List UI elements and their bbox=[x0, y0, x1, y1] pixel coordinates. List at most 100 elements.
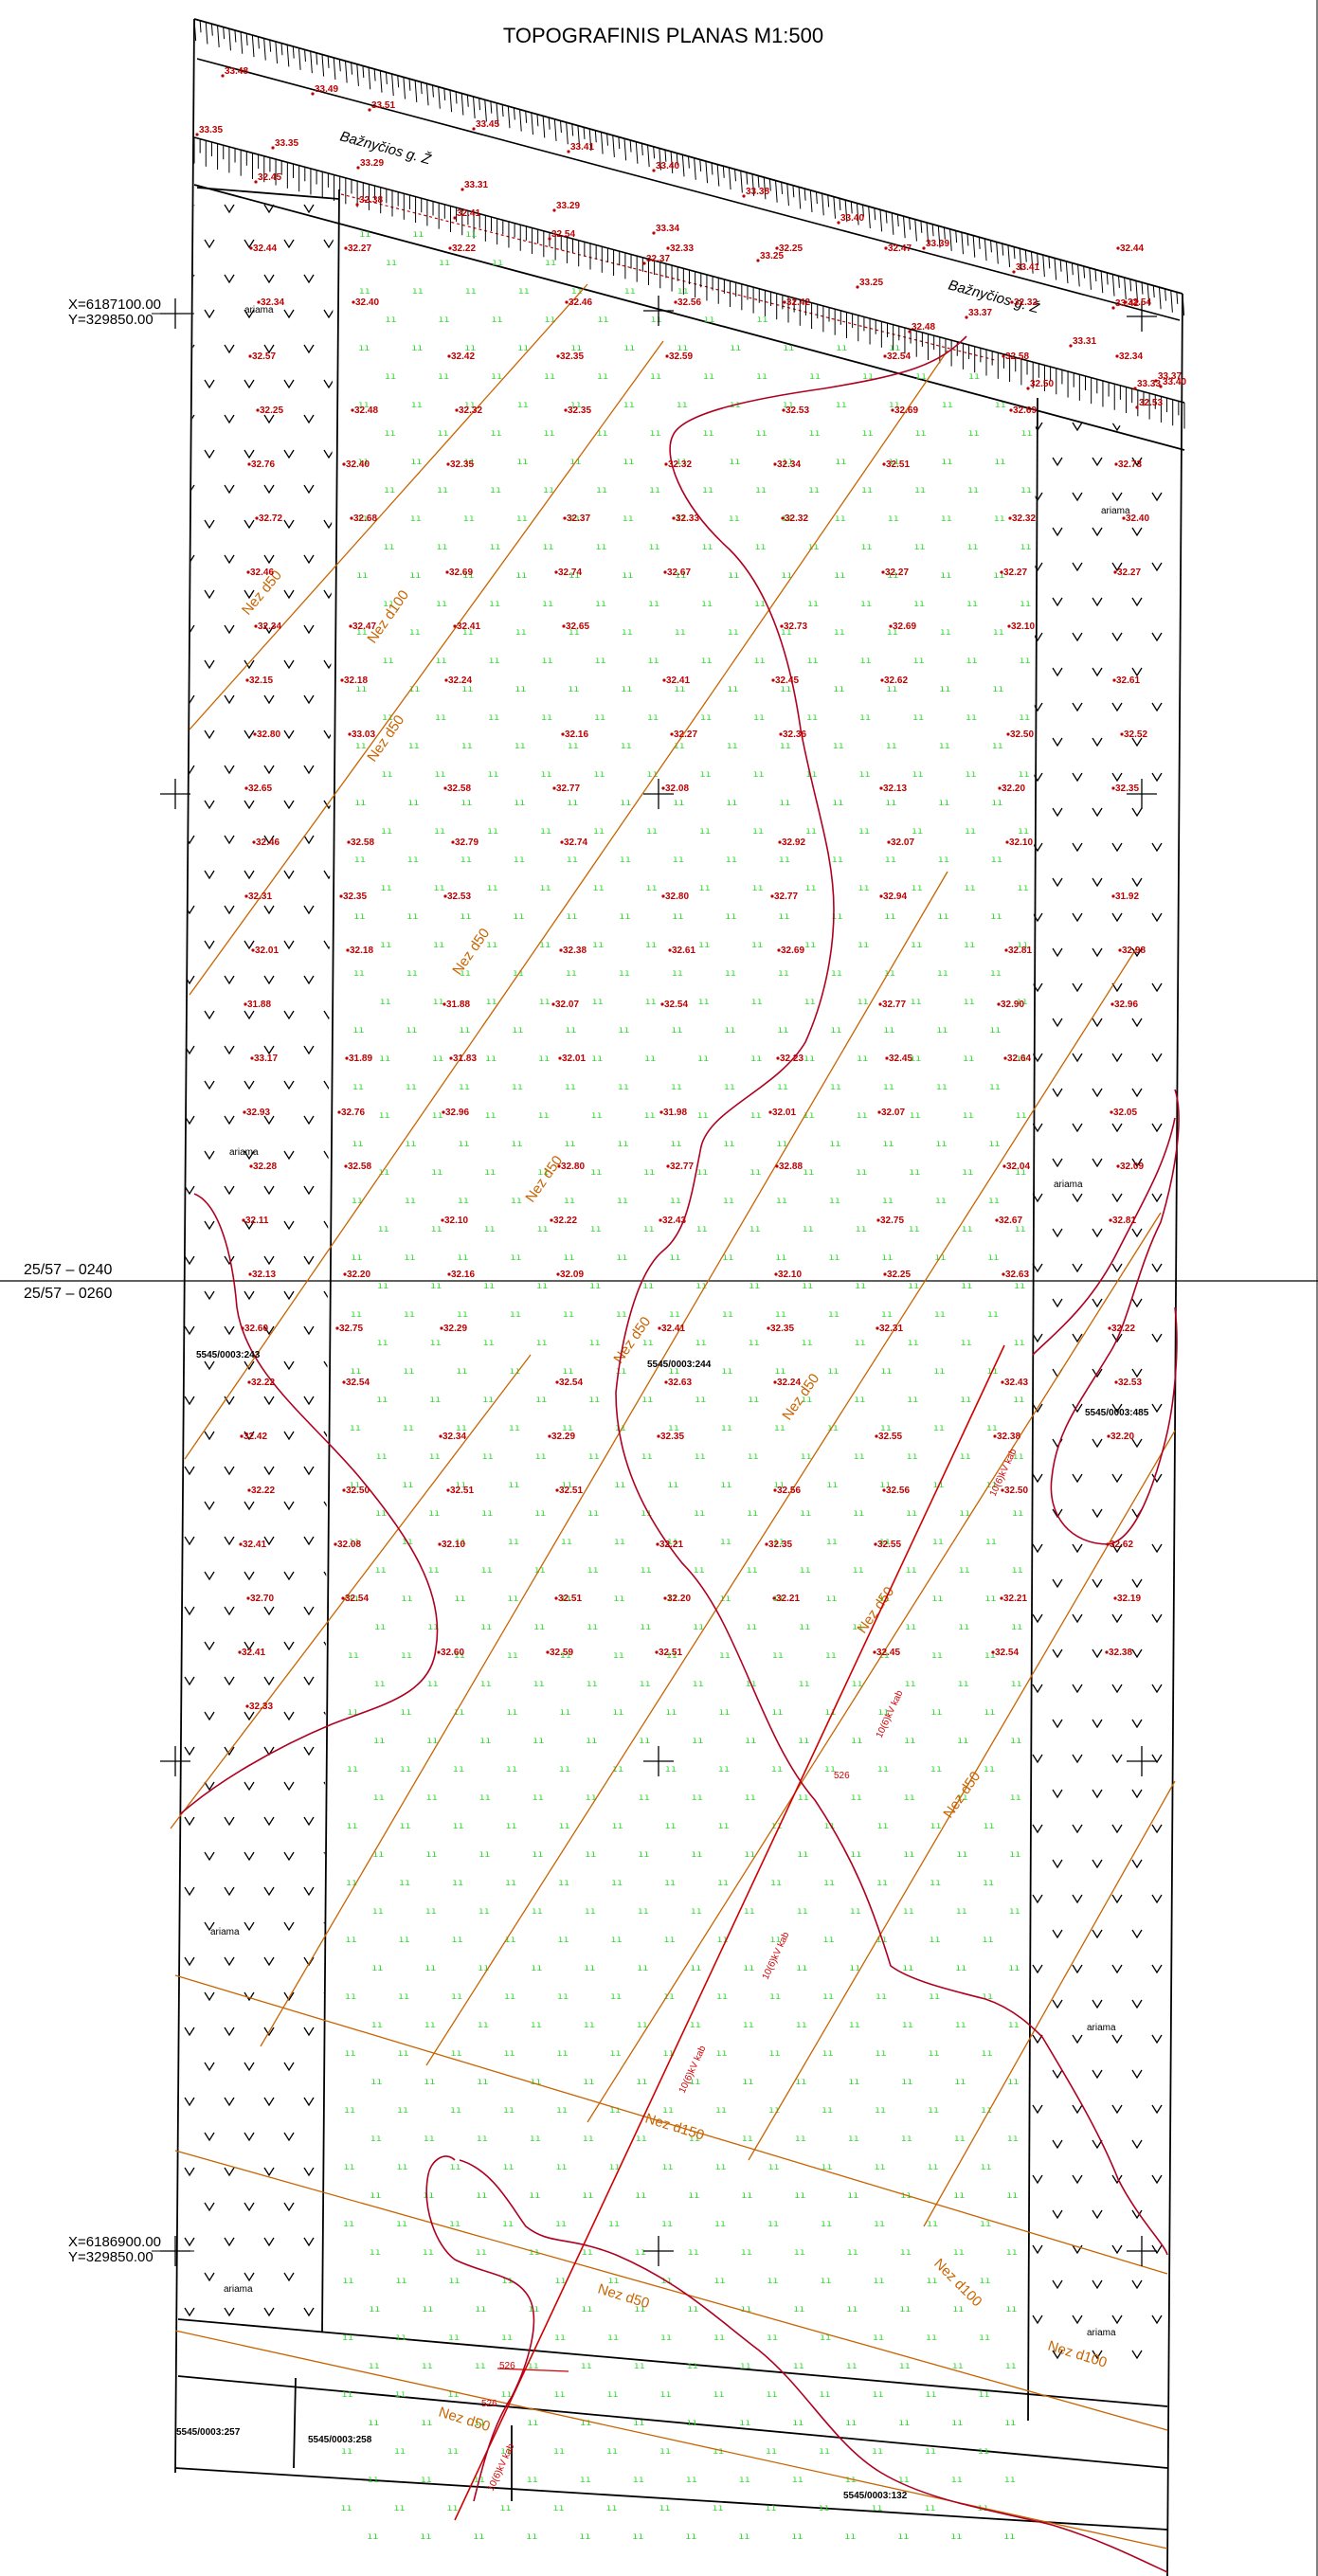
grass-mark: ıı bbox=[980, 2276, 991, 2286]
elevation-point bbox=[659, 1110, 663, 1114]
grass-mark: ıı bbox=[433, 997, 444, 1007]
grass-mark: ıı bbox=[778, 968, 789, 979]
elevation-point bbox=[445, 570, 449, 574]
grass-mark: ıı bbox=[850, 1849, 861, 1860]
grass-mark: ıı bbox=[884, 911, 895, 922]
elevation-label: 32.13 bbox=[252, 1270, 276, 1280]
grass-mark: ıı bbox=[912, 826, 923, 837]
elevation-point bbox=[242, 1218, 245, 1222]
arable-symbol bbox=[1092, 1018, 1103, 1028]
grass-mark: ıı bbox=[851, 1792, 862, 1803]
grass-mark: ıı bbox=[492, 258, 503, 268]
arable-symbol bbox=[204, 1080, 215, 1090]
grass-mark: ıı bbox=[372, 1906, 384, 1917]
arable-symbol bbox=[303, 1746, 315, 1756]
grass-mark: ıı bbox=[669, 1309, 680, 1320]
elevation-point bbox=[779, 732, 783, 736]
arable-symbol bbox=[1072, 2315, 1083, 2325]
grass-mark: ıı bbox=[675, 627, 686, 638]
contour-line bbox=[1041, 2036, 1168, 2256]
grass-mark: ıı bbox=[905, 1622, 916, 1632]
grass-mark: ıı bbox=[345, 1991, 356, 2002]
grass-mark: ıı bbox=[825, 1707, 837, 1718]
arable-symbol bbox=[244, 1921, 255, 1932]
arable-symbol bbox=[1092, 2069, 1103, 2080]
elevation-point bbox=[655, 1650, 659, 1654]
arable-symbol bbox=[323, 239, 334, 249]
arable-symbol bbox=[1111, 912, 1123, 923]
arable-symbol bbox=[244, 1290, 255, 1301]
slope-tick bbox=[612, 135, 615, 157]
grass-mark: ıı bbox=[716, 1991, 728, 2002]
frame-right-line bbox=[1166, 293, 1183, 2576]
arable-symbol bbox=[224, 835, 235, 845]
grass-mark: ıı bbox=[821, 2162, 833, 2172]
grass-mark: ıı bbox=[513, 911, 524, 922]
slope-tick bbox=[275, 41, 279, 64]
arable-symbol bbox=[1052, 2069, 1063, 2080]
grass-mark: ıı bbox=[988, 1139, 1000, 1149]
arable-symbol bbox=[263, 204, 275, 214]
grass-mark: ıı bbox=[401, 1707, 412, 1718]
grass-mark: ıı bbox=[936, 1082, 948, 1092]
elevation-point bbox=[878, 1002, 882, 1006]
elevation-point bbox=[883, 354, 887, 358]
grass-mark: ıı bbox=[539, 997, 551, 1007]
elevation-label: 33.25 bbox=[859, 278, 883, 288]
pipe-label: Nez d150 bbox=[643, 2111, 706, 2144]
arable-symbol bbox=[184, 2027, 195, 2037]
arable-symbol bbox=[204, 1641, 215, 1651]
arable-symbol bbox=[1131, 947, 1143, 958]
elevation-point bbox=[352, 300, 355, 304]
grass-mark: ıı bbox=[430, 1281, 442, 1291]
arable-symbol bbox=[1072, 1193, 1083, 1203]
elevation-point bbox=[254, 624, 258, 628]
grass-mark: ıı bbox=[718, 1764, 730, 1774]
grass-mark: ıı bbox=[349, 1537, 360, 1547]
slope-tick bbox=[746, 172, 749, 185]
grass-mark: ıı bbox=[772, 1650, 784, 1661]
slope-tick bbox=[1019, 248, 1022, 271]
grass-mark: ıı bbox=[968, 428, 980, 439]
slope-tick bbox=[583, 127, 586, 139]
grass-mark: ıı bbox=[483, 1338, 495, 1348]
arable-symbol bbox=[224, 2167, 235, 2177]
grass-mark: ıı bbox=[859, 769, 871, 780]
grass-mark: ıı bbox=[345, 2048, 356, 2059]
grass-mark: ıı bbox=[879, 1594, 891, 1604]
slope-tick bbox=[681, 154, 685, 177]
elevation-label: 32.23 bbox=[780, 1054, 803, 1064]
elevation-point bbox=[311, 92, 315, 96]
grass-mark: ıı bbox=[378, 1224, 389, 1234]
grass-mark: ıı bbox=[958, 1679, 969, 1689]
grass-mark: ıı bbox=[533, 1679, 545, 1689]
elevation-point bbox=[1069, 344, 1073, 348]
grass-mark: ıı bbox=[875, 2162, 886, 2172]
grass-mark: ıı bbox=[723, 1196, 734, 1206]
grass-mark: ıı bbox=[401, 1650, 412, 1661]
elevation-label: 32.22 bbox=[251, 1378, 275, 1388]
grass-mark: ıı bbox=[703, 428, 714, 439]
grass-mark: ıı bbox=[692, 1792, 703, 1803]
elevation-point bbox=[879, 786, 883, 790]
elevation-label: 31.83 bbox=[453, 1054, 477, 1064]
elevation-label: 32.44 bbox=[1120, 243, 1144, 254]
elevation-label: 32.42 bbox=[244, 1432, 267, 1442]
arable-symbol bbox=[303, 765, 315, 775]
grass-mark: ıı bbox=[384, 485, 395, 495]
grass-mark: ıı bbox=[510, 1252, 521, 1263]
grass-mark: ıı bbox=[780, 684, 791, 694]
elevation-point bbox=[773, 1380, 777, 1384]
slope-tick bbox=[803, 189, 806, 201]
grass-mark: ıı bbox=[952, 2304, 964, 2315]
arable-symbol bbox=[1131, 1088, 1143, 1098]
arable-symbol bbox=[263, 624, 275, 635]
arable-symbol bbox=[1131, 2209, 1143, 2220]
grass-mark: ıı bbox=[798, 1736, 809, 1746]
grass-mark: ıı bbox=[634, 2304, 645, 2315]
slope-tick bbox=[705, 161, 709, 184]
grass-mark: ıı bbox=[696, 1167, 708, 1178]
grass-mark: ıı bbox=[821, 2219, 832, 2229]
grass-mark: ıı bbox=[834, 570, 845, 581]
grass-mark: ıı bbox=[511, 1139, 522, 1149]
